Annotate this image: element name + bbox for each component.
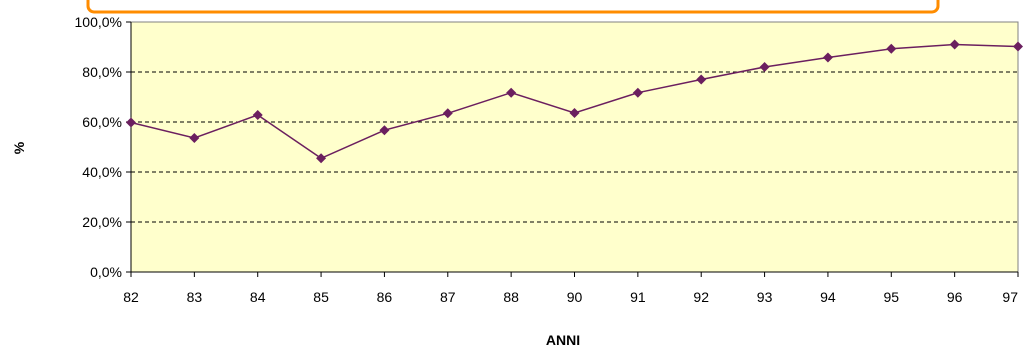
x-tick-label: 85 [313,289,329,305]
data-point-marker [759,62,770,72]
x-tick-labels: 82 83 84 85 86 87 88 90 91 92 93 94 95 96 97 [123,289,1018,305]
y-tick-label: 100,0% [75,14,122,30]
data-point-marker [252,110,263,120]
series-markers [126,39,1023,164]
data-point-marker [316,153,327,164]
x-tick-label: 94 [820,289,836,305]
x-tick-label: 90 [567,289,583,305]
data-point-marker [506,87,517,98]
x-tick-label: 84 [250,289,266,305]
x-tick-label: 82 [123,289,139,305]
data-point-marker [822,52,833,63]
x-tick-label: 93 [757,289,773,305]
y-tick-label: 60,0% [82,114,122,130]
x-tick-label: 96 [947,289,963,305]
data-point-marker [569,108,580,118]
x-tick-label: 87 [440,289,456,305]
data-point-marker [189,133,200,143]
y-tick-label: 80,0% [82,64,122,80]
data-point-marker [886,43,897,54]
data-point-marker [1013,41,1023,52]
data-point-marker [126,117,136,128]
y-tick-labels: 0,0% 20,0% 40,0% 60,0% 80,0% 100,0% [75,14,122,280]
y-tick-label: 0,0% [90,264,122,280]
data-point-marker [379,125,390,136]
data-point-marker [696,74,707,85]
x-tick-label: 88 [503,289,519,305]
y-axis-title: % [11,141,27,154]
y-tick-label: 40,0% [82,164,122,180]
title-box [86,0,940,14]
axes [130,22,1019,277]
data-point-marker [632,87,643,98]
x-tick-label: 97 [1002,289,1018,305]
x-tick-label: 92 [693,289,709,305]
x-tick-label: 86 [377,289,393,305]
data-point-marker [442,108,453,119]
x-tick-label: 95 [883,289,899,305]
x-tick-label: 83 [187,289,203,305]
y-tick-label: 20,0% [82,214,122,230]
plot-area [130,21,1019,273]
x-axis-title: ANNI [546,332,580,348]
data-point-marker [949,39,960,50]
x-tick-label: 91 [630,289,646,305]
